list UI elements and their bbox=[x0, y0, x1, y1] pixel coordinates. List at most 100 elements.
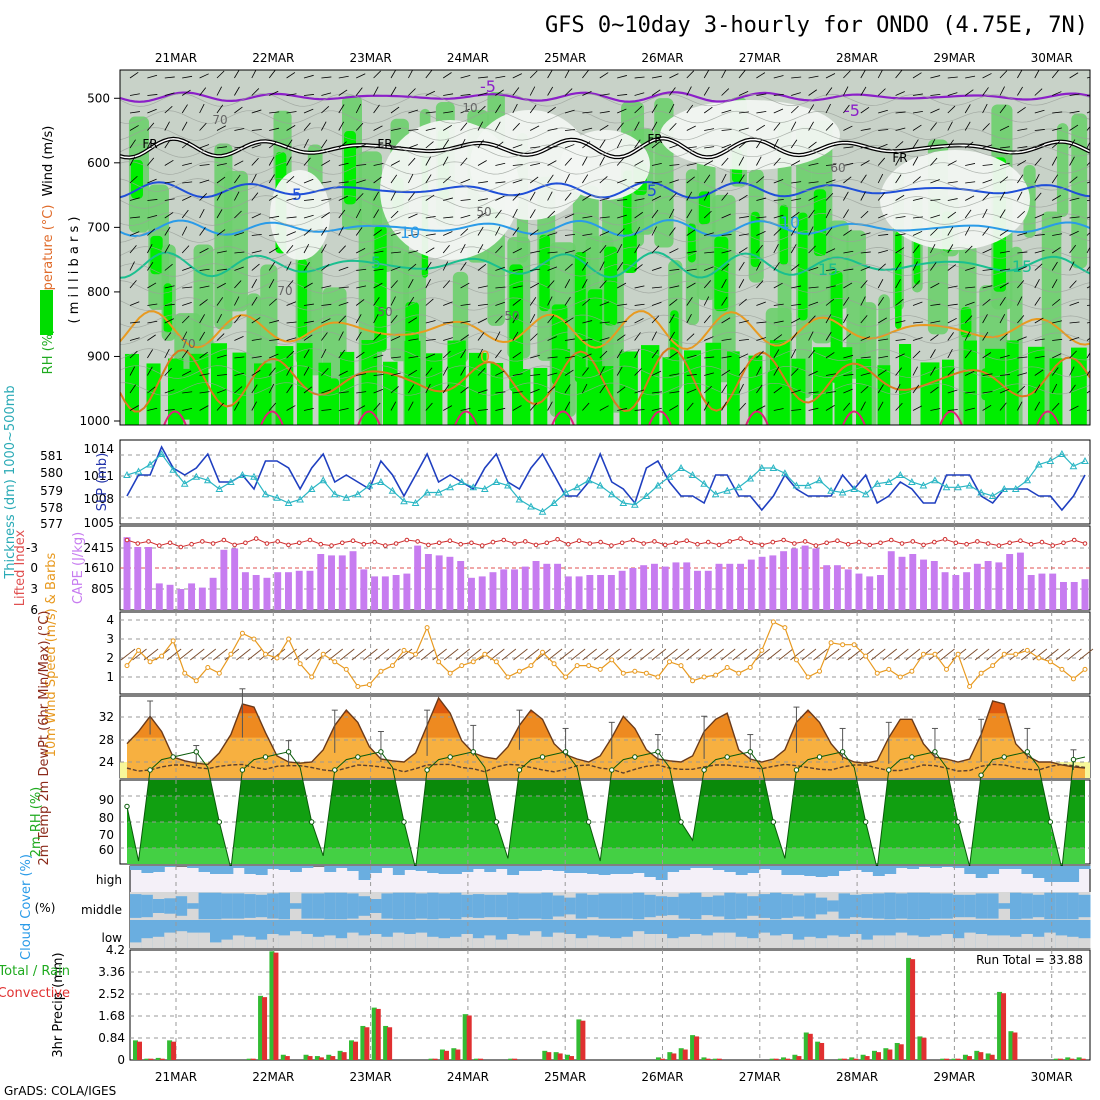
low-cloud-bg bbox=[918, 920, 931, 948]
wind-barb bbox=[477, 264, 487, 271]
wind-barb bbox=[512, 248, 522, 254]
wind10m-barb bbox=[293, 648, 309, 661]
wind-barb bbox=[634, 389, 645, 394]
wind-barb bbox=[982, 298, 991, 306]
wind10m-marker bbox=[493, 659, 499, 665]
wind10m-marker bbox=[643, 670, 649, 676]
precip-conv-bar bbox=[785, 1058, 791, 1060]
wind-barb bbox=[582, 156, 588, 166]
high-cloud-bar bbox=[518, 866, 531, 871]
wind-barb bbox=[390, 232, 401, 236]
li-marker bbox=[996, 543, 1002, 548]
wind-barb bbox=[686, 104, 694, 114]
wind-barb bbox=[878, 234, 889, 236]
wind-barb bbox=[164, 226, 171, 236]
wind-barb bbox=[895, 402, 903, 411]
cape-bar bbox=[252, 575, 260, 610]
wind-barb bbox=[964, 349, 972, 359]
precip-conv-bar bbox=[364, 1027, 370, 1060]
li-marker bbox=[426, 542, 431, 548]
wind-barb bbox=[321, 389, 331, 394]
wind-barb bbox=[1086, 181, 1090, 184]
low-cloud-bar bbox=[404, 934, 417, 948]
cape-bar bbox=[629, 568, 637, 610]
wind10m-marker bbox=[574, 663, 580, 669]
wind-barb bbox=[199, 314, 205, 324]
wind10m-marker bbox=[205, 665, 211, 670]
precip-conv-bar bbox=[978, 1052, 984, 1060]
middle-cloud-bar bbox=[358, 896, 371, 916]
wind-barb bbox=[738, 70, 746, 79]
low-cloud-bar bbox=[450, 936, 462, 948]
rh-marker bbox=[216, 819, 223, 825]
wind10m-marker bbox=[967, 684, 973, 689]
low-cloud-bg bbox=[221, 920, 234, 948]
precip-total-bar bbox=[269, 951, 275, 1060]
wind-barb bbox=[912, 244, 920, 254]
wind-barb bbox=[390, 372, 401, 376]
low-cloud-bar bbox=[930, 935, 942, 948]
wind-barb bbox=[721, 296, 728, 306]
cape-bar bbox=[564, 576, 572, 610]
rh-marker bbox=[239, 767, 246, 773]
precip-conv-bar bbox=[887, 1049, 893, 1060]
wind-barb bbox=[756, 176, 765, 184]
wind-barb bbox=[843, 162, 854, 166]
wind-barb bbox=[390, 356, 401, 359]
thickness-marker bbox=[192, 472, 201, 480]
wind-barb bbox=[634, 409, 645, 411]
wind-barb bbox=[773, 157, 781, 166]
middle-cloud-bar bbox=[735, 893, 748, 919]
wind-barb bbox=[1017, 232, 1028, 236]
wind-barb bbox=[773, 138, 779, 149]
wind10m-barb bbox=[732, 648, 748, 661]
wind-barb bbox=[495, 226, 501, 236]
high-cloud-bar bbox=[895, 866, 908, 868]
rh-marker bbox=[470, 749, 476, 755]
precip-conv-bar bbox=[921, 1037, 927, 1060]
wind-barb bbox=[129, 111, 140, 114]
cape-bar bbox=[371, 576, 379, 610]
wind-barb bbox=[547, 128, 558, 131]
wind-barb bbox=[1017, 146, 1028, 149]
rh-lowlevel-patch bbox=[275, 346, 294, 425]
thickness-marker bbox=[1023, 476, 1032, 484]
wind-barb bbox=[651, 349, 659, 359]
wind-barb bbox=[512, 179, 523, 184]
wind-barb bbox=[164, 198, 175, 201]
bottom-date-label: 28MAR bbox=[836, 1070, 878, 1084]
middle-cloud-bar bbox=[324, 892, 337, 920]
bottom-date-label: 26MAR bbox=[641, 1070, 683, 1084]
middle-cloud-bar bbox=[495, 894, 508, 918]
rh-marker bbox=[562, 749, 569, 755]
wind-barb bbox=[599, 111, 610, 114]
thickness-marker bbox=[550, 498, 558, 506]
wind10m-marker bbox=[805, 674, 811, 680]
wind-barb bbox=[999, 104, 1007, 114]
wind-barb bbox=[547, 314, 555, 324]
wind-barb bbox=[825, 164, 836, 166]
li-marker bbox=[479, 543, 485, 548]
wind-barb bbox=[1017, 372, 1028, 376]
wind-barb bbox=[268, 70, 276, 79]
precip-conv-bar bbox=[250, 1058, 256, 1060]
wind10m-barb bbox=[582, 648, 597, 661]
wind10m-marker bbox=[690, 678, 696, 684]
wind-barb bbox=[477, 318, 488, 324]
rh-lowlevel-patch bbox=[662, 357, 680, 425]
li-marker bbox=[156, 543, 162, 548]
wind-barb bbox=[251, 384, 258, 394]
wind-barb bbox=[547, 401, 553, 411]
wind-barb bbox=[982, 123, 990, 131]
wind-barb bbox=[129, 261, 135, 271]
wind-barb bbox=[704, 232, 714, 236]
wind-barb bbox=[756, 321, 767, 324]
top-date-label: 24MAR bbox=[447, 51, 489, 65]
wind-barb bbox=[617, 214, 627, 219]
wind-barb bbox=[808, 370, 818, 376]
wind-barb bbox=[617, 94, 628, 96]
wind-barb bbox=[182, 266, 192, 271]
wind-barb bbox=[825, 103, 831, 114]
wind-barb bbox=[512, 391, 523, 394]
